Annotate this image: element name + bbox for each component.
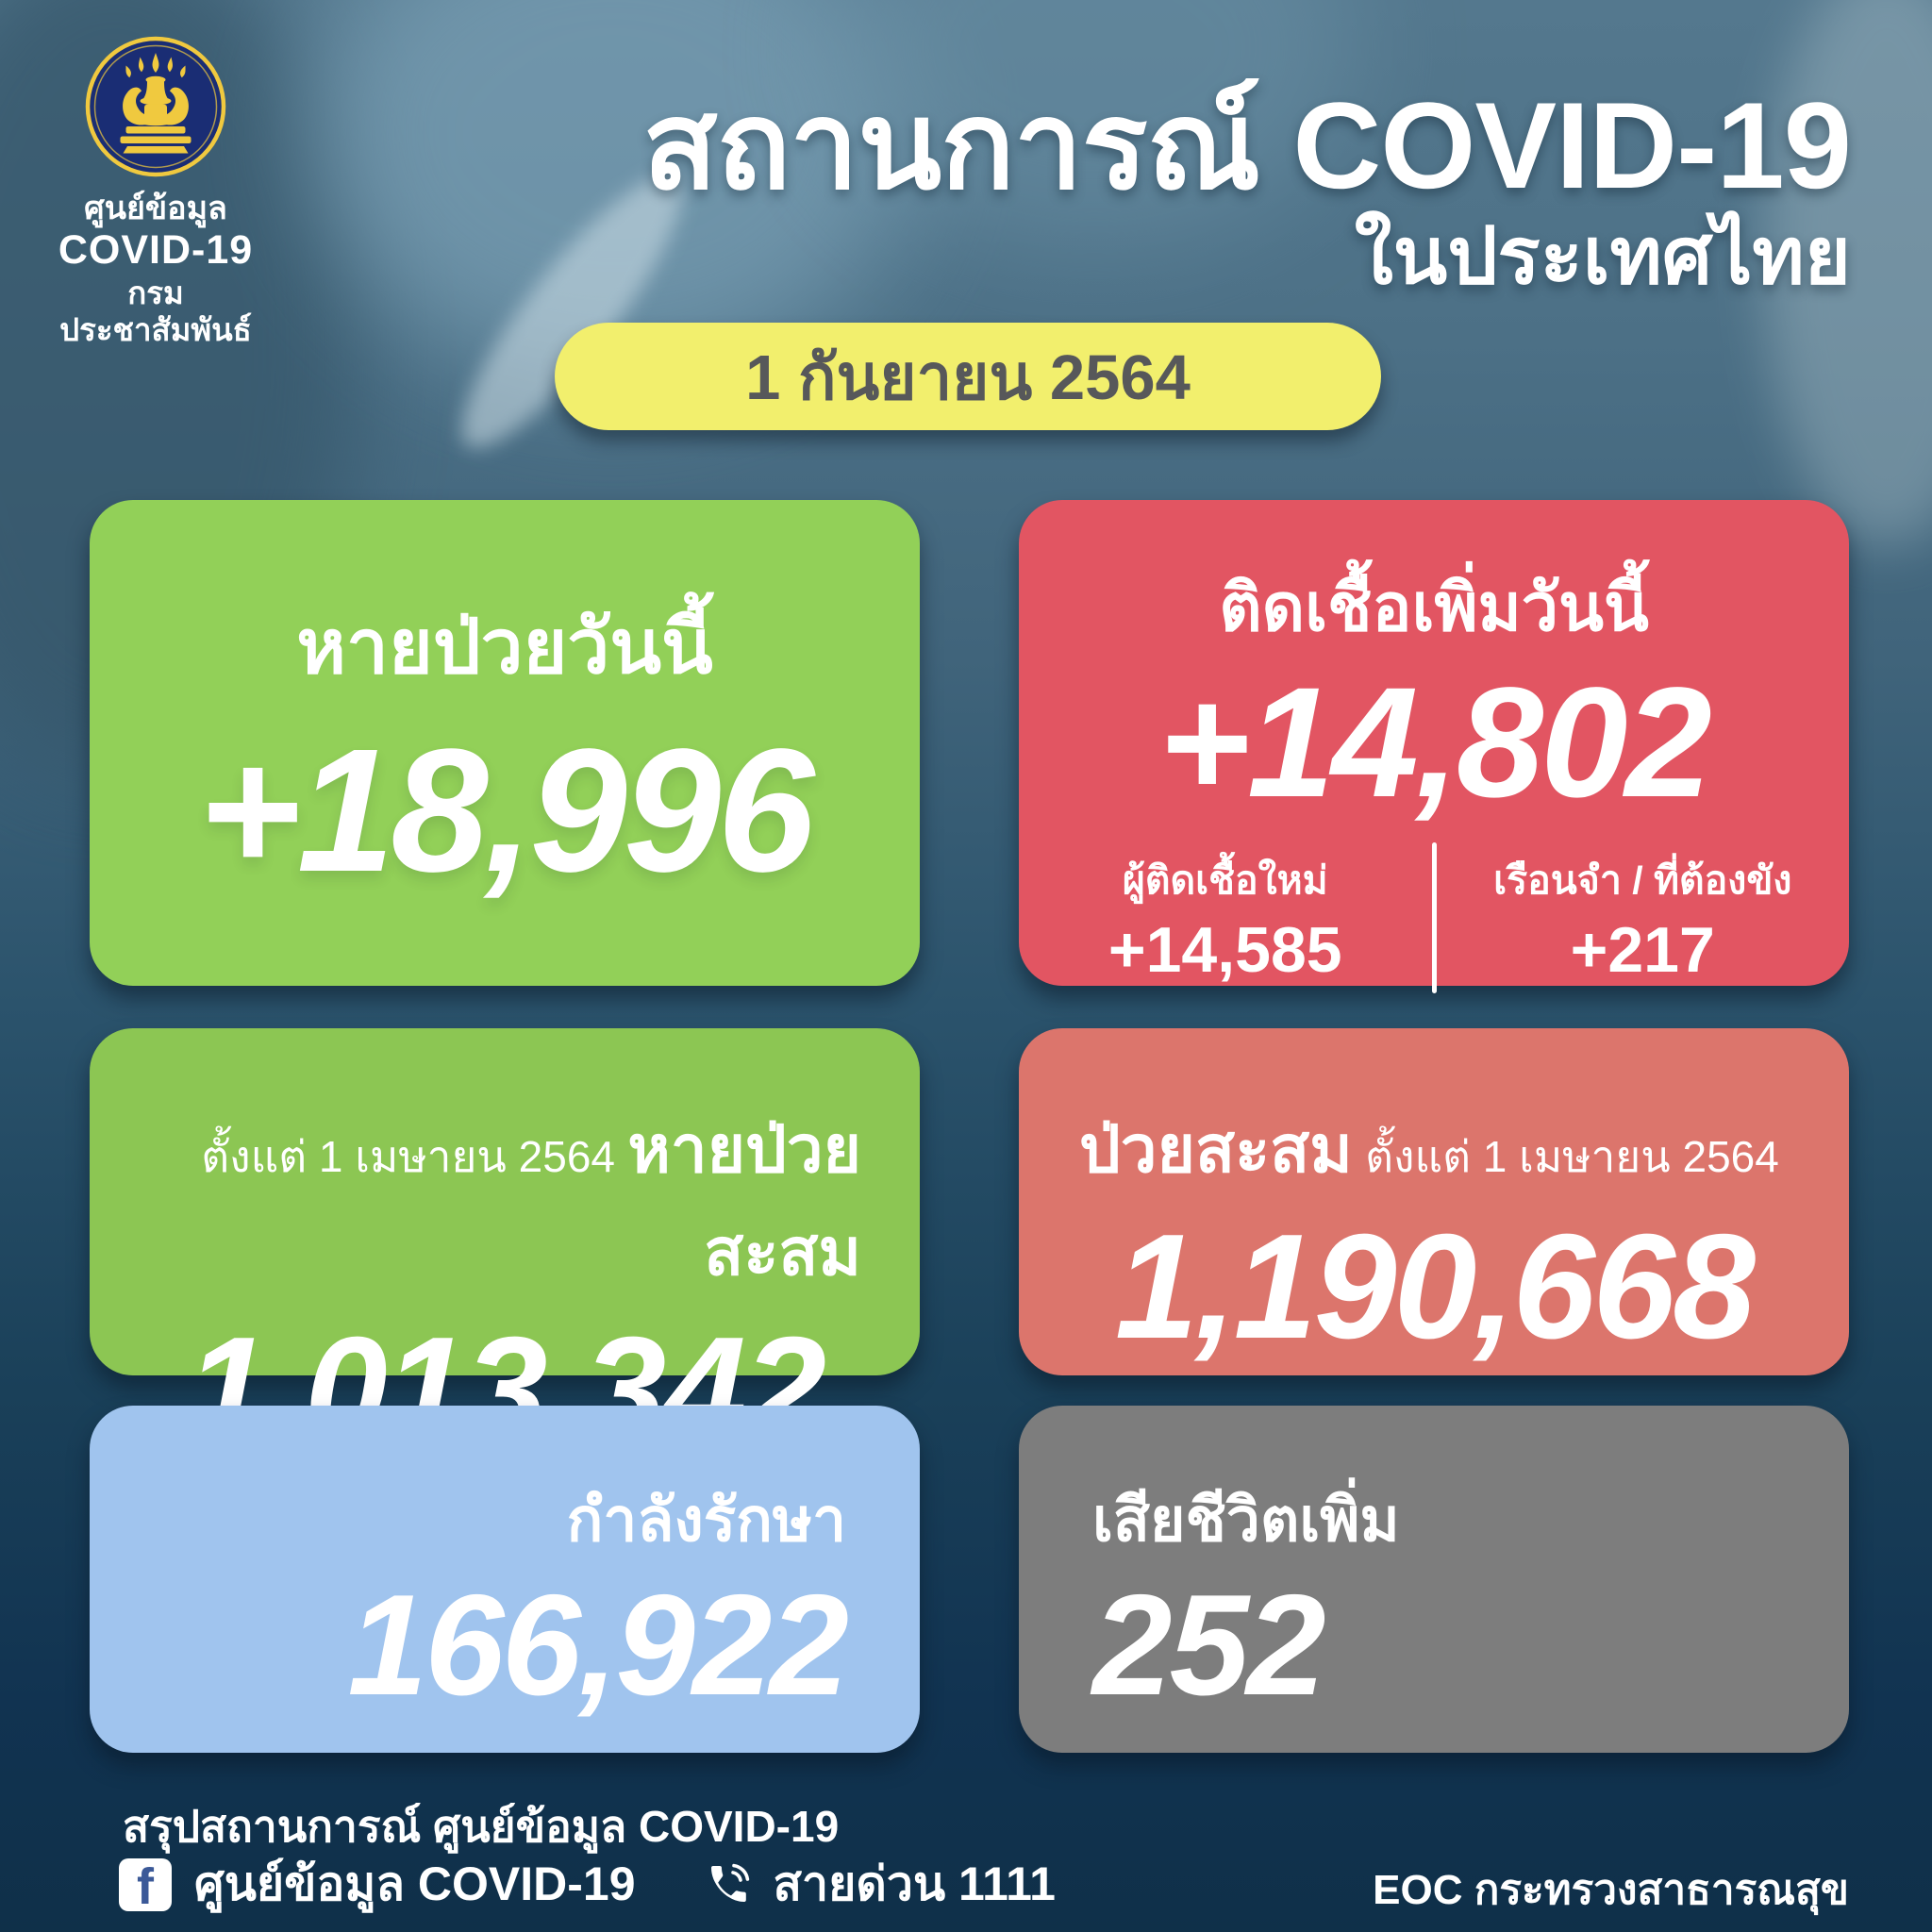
footer-summary: สรุปสถานการณ์ ศูนย์ข้อมูล COVID-19	[123, 1802, 840, 1851]
logo-text-line2: COVID-19	[58, 227, 254, 274]
new-deaths-value: 252	[1092, 1565, 1326, 1725]
card-new-cases-today: ติดเชื้อเพิ่มวันนี้ +14,802 ผู้ติดเชื้อใ…	[1019, 500, 1849, 993]
new-cases-label: ติดเชื้อเพิ่มวันนี้	[1219, 571, 1649, 644]
breakdown-prison-label: เรือนจำ / ที่ต้องขัง	[1493, 858, 1792, 902]
cases-cumulative-since: ตั้งแต่ 1 เมษายน 2564	[1365, 1132, 1779, 1181]
card-recovered-cumulative: ตั้งแต่ 1 เมษายน 2564 หายป่วยสะสม 1,013,…	[90, 1028, 920, 1464]
new-cases-value: +14,802	[1158, 656, 1712, 830]
in-treatment-value: 166,922	[347, 1565, 849, 1725]
in-treatment-label: กำลังรักษา	[566, 1486, 846, 1554]
breakdown-general: ผู้ติดเชื้อใหม่ +14,585	[1019, 850, 1432, 987]
facebook-icon: f	[119, 1857, 172, 1911]
footer-contact-row: f ศูนย์ข้อมูล COVID-19 สายด่วน 1111	[119, 1847, 1056, 1922]
cases-cumulative-value: 1,190,668	[1115, 1204, 1756, 1370]
breakdown-general-value: +14,585	[1108, 913, 1342, 986]
footer-agency: EOC กระทรวงสาธารณสุข	[1373, 1867, 1849, 1913]
recovered-today-label: หายป่วยวันนี้	[296, 605, 713, 689]
card-cases-cumulative: ป่วยสะสม ตั้งแต่ 1 เมษายน 2564 1,190,668	[1019, 1028, 1849, 1375]
phone-icon	[710, 1863, 749, 1902]
recovered-cumulative-header: ตั้งแต่ 1 เมษายน 2564 หายป่วยสะสม	[90, 1098, 920, 1304]
card-recovered-today: หายป่วยวันนี้ +18,996	[90, 500, 920, 986]
page-title-line1: สถานการณ์ COVID-19	[642, 76, 1852, 214]
agency-logo: ศูนย์ข้อมูล COVID-19 กรมประชาสัมพันธ์	[41, 36, 271, 349]
facebook-page-label: ศูนย์ข้อมูล COVID-19	[194, 1857, 636, 1910]
card-in-treatment: กำลังรักษา 166,922	[90, 1406, 920, 1753]
hotline-label: สายด่วน 1111	[773, 1857, 1056, 1910]
cases-cumulative-header: ป่วยสะสม ตั้งแต่ 1 เมษายน 2564	[1019, 1098, 1849, 1201]
card-new-deaths: เสียชีวิตเพิ่ม 252	[1019, 1406, 1849, 1753]
page-title: สถานการณ์ COVID-19 ในประเทศไทย	[642, 76, 1852, 301]
recovered-today-value: +18,996	[198, 713, 815, 908]
cases-cumulative-label: ป่วยสะสม	[1079, 1113, 1353, 1186]
breakdown-divider	[1431, 842, 1437, 993]
page-title-line2: ในประเทศไทย	[1354, 211, 1851, 301]
breakdown-general-label: ผู้ติดเชื้อใหม่	[1122, 858, 1328, 902]
date-badge: 1 กันยายน 2564	[555, 323, 1381, 430]
new-deaths-label: เสียชีวิตเพิ่ม	[1092, 1486, 1400, 1554]
government-seal-icon	[85, 36, 226, 177]
recovered-cumulative-since: ตั้งแต่ 1 เมษายน 2564	[201, 1132, 615, 1181]
logo-text-line3: กรมประชาสัมพันธ์	[59, 275, 252, 348]
logo-text-line1: ศูนย์ข้อมูล	[84, 191, 227, 226]
recovered-cumulative-label: หายป่วยสะสม	[627, 1113, 861, 1289]
breakdown-prison: เรือนจำ / ที่ต้องขัง +217	[1437, 850, 1850, 987]
new-cases-breakdown: ผู้ติดเชื้อใหม่ +14,585 เรือนจำ / ที่ต้อ…	[1019, 842, 1849, 993]
breakdown-prison-value: +217	[1570, 913, 1715, 986]
